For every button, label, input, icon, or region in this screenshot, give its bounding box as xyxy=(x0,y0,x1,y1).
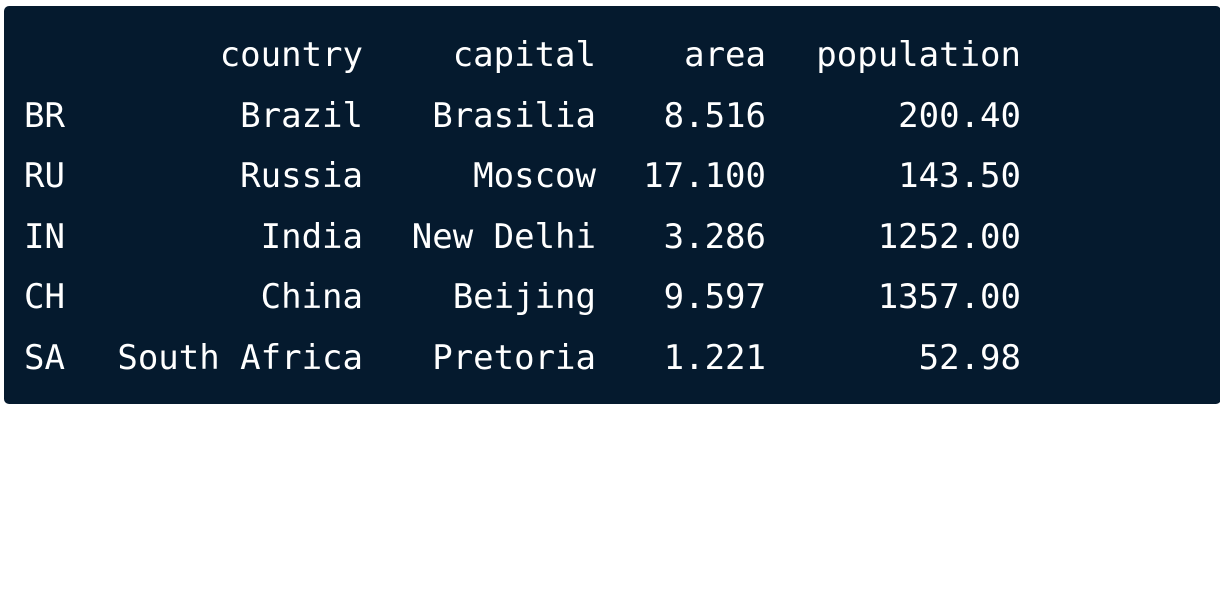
cell-country: China xyxy=(260,277,363,317)
table-row: SA South Africa Pretoria 1.221 52.98 xyxy=(4,328,1220,388)
cell-population: 200.40 xyxy=(898,96,1021,136)
cell-area: 1.221 xyxy=(663,338,766,378)
row-index: BR xyxy=(24,96,65,136)
cell-population: 143.50 xyxy=(898,156,1021,196)
cell-country: Brazil xyxy=(240,96,363,136)
cell-population: 1357.00 xyxy=(877,277,1021,317)
cell-area: 9.597 xyxy=(663,277,766,317)
table-row: RU Russia Moscow 17.100 143.50 xyxy=(4,146,1220,206)
cell-capital: Beijing xyxy=(452,277,596,317)
cell-capital: Moscow xyxy=(473,156,596,196)
cell-country: India xyxy=(260,217,363,257)
cell-area: 17.100 xyxy=(643,156,766,196)
row-index: CH xyxy=(24,277,65,317)
table-header-row: country capital area population xyxy=(4,25,1220,85)
table-row: CH China Beijing 9.597 1357.00 xyxy=(4,267,1220,327)
code-output-block: country capital area population BR Brazi… xyxy=(4,6,1220,404)
row-index: IN xyxy=(24,217,65,257)
row-index: SA xyxy=(24,338,65,378)
column-header-area: area xyxy=(684,35,766,75)
row-index: RU xyxy=(24,156,65,196)
table-row: IN India New Delhi 3.286 1252.00 xyxy=(4,207,1220,267)
column-header-population: population xyxy=(816,35,1021,75)
cell-capital: Brasilia xyxy=(432,96,596,136)
cell-population: 52.98 xyxy=(918,338,1021,378)
cell-country: Russia xyxy=(240,156,363,196)
cell-area: 3.286 xyxy=(663,217,766,257)
cell-country: South Africa xyxy=(117,338,363,378)
cell-capital: New Delhi xyxy=(411,217,596,257)
cell-capital: Pretoria xyxy=(432,338,596,378)
table-row: BR Brazil Brasilia 8.516 200.40 xyxy=(4,86,1220,146)
column-header-capital: capital xyxy=(452,35,596,75)
cell-population: 1252.00 xyxy=(877,217,1021,257)
dataframe-table: country capital area population BR Brazi… xyxy=(4,6,1220,404)
cell-area: 8.516 xyxy=(663,96,766,136)
column-header-country: country xyxy=(219,35,363,75)
